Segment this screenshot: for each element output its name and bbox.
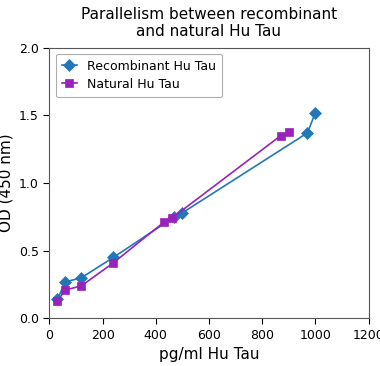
X-axis label: pg/ml Hu Tau: pg/ml Hu Tau	[159, 347, 259, 362]
Natural Hu Tau	[169, 216, 174, 220]
Title: Parallelism between recombinant
and natural Hu Tau: Parallelism between recombinant and natu…	[81, 7, 337, 40]
Line: Natural Hu Tau: Natural Hu Tau	[53, 127, 293, 305]
Natural Hu Tau	[111, 261, 116, 265]
Line: Recombinant Hu Tau: Recombinant Hu Tau	[53, 108, 320, 304]
Natural Hu Tau	[287, 129, 291, 134]
Recombinant Hu Tau	[313, 111, 318, 115]
Recombinant Hu Tau	[55, 297, 60, 302]
Recombinant Hu Tau	[79, 276, 84, 280]
Recombinant Hu Tau	[63, 280, 68, 284]
Natural Hu Tau	[162, 220, 166, 224]
Recombinant Hu Tau	[172, 214, 177, 219]
Natural Hu Tau	[279, 133, 283, 138]
Y-axis label: OD (450 nm): OD (450 nm)	[0, 134, 13, 232]
Natural Hu Tau	[79, 284, 84, 288]
Recombinant Hu Tau	[180, 210, 185, 215]
Recombinant Hu Tau	[111, 255, 116, 260]
Recombinant Hu Tau	[305, 131, 310, 135]
Natural Hu Tau	[55, 299, 60, 303]
Natural Hu Tau	[63, 288, 68, 292]
Legend: Recombinant Hu Tau, Natural Hu Tau: Recombinant Hu Tau, Natural Hu Tau	[55, 54, 222, 97]
